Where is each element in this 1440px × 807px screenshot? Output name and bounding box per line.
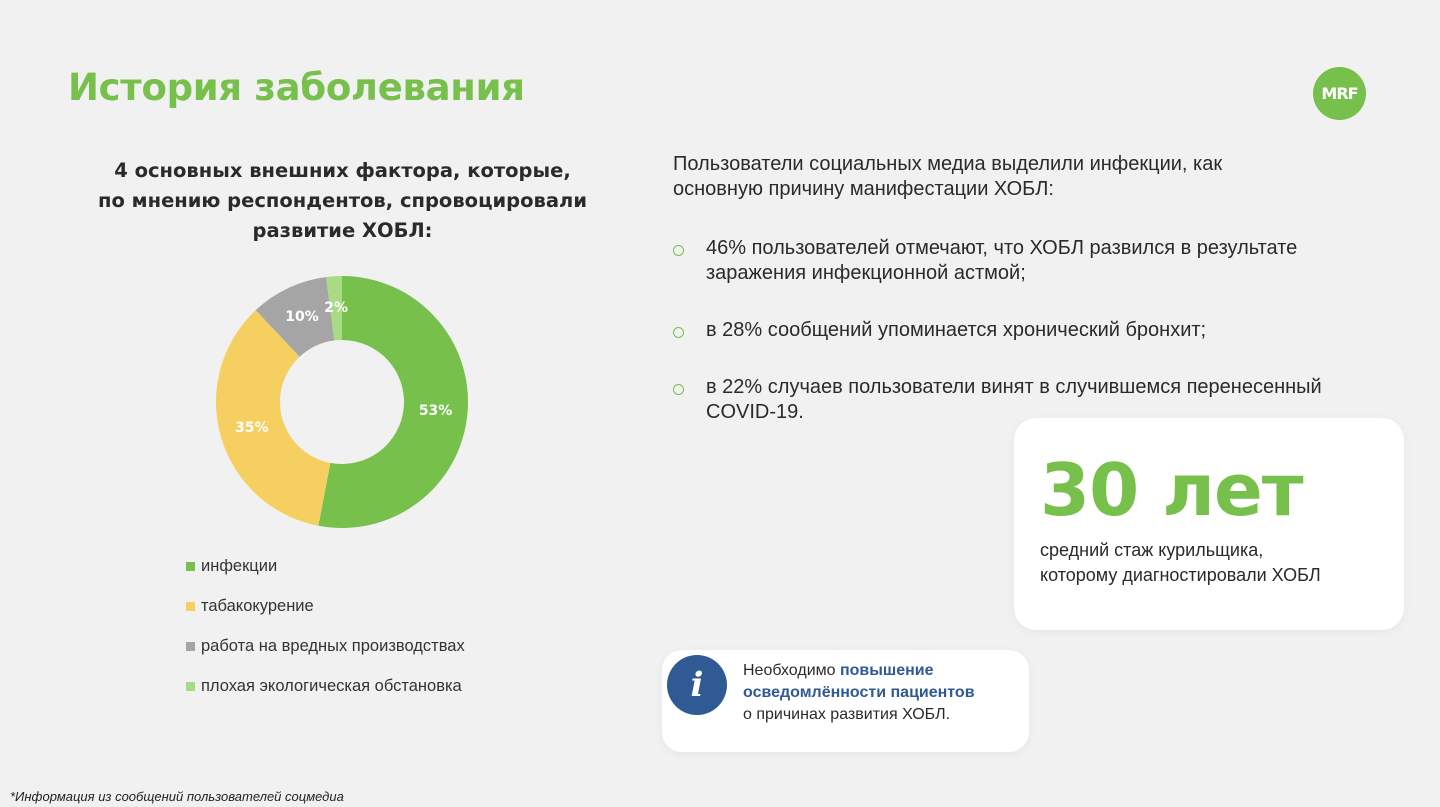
list-item: в 22% случаев пользователи винят в случи… — [673, 375, 1373, 425]
donut-label-smoking: 35% — [235, 420, 269, 436]
legend-swatch-smoking — [186, 601, 195, 611]
legend-swatch-hazardous-work — [186, 641, 195, 651]
circle-bullet-icon — [673, 327, 684, 338]
list-item: в 28% сообщений упоминается хронический … — [673, 318, 1373, 343]
stat-description-line-1: средний стаж курильщика, — [1040, 540, 1264, 560]
circle-bullet-icon — [673, 384, 684, 395]
chart-heading: 4 основных внешних фактора, которые, по … — [95, 156, 590, 246]
page-title: История заболевания — [68, 66, 525, 109]
legend-swatch-infections — [186, 561, 195, 571]
bullet-text: в 28% сообщений упоминается хронический … — [706, 319, 1207, 341]
donut-slice-ecology — [326, 276, 342, 341]
stat-value: 30 лет — [1040, 448, 1304, 532]
legend-label-smoking: табакокурение — [201, 596, 314, 615]
smoking-stat-card: 30 лет средний стаж курильщика, которому… — [1014, 418, 1404, 630]
donut-label-ecology: 2% — [324, 300, 348, 316]
list-item: 46% пользователей отмечают, что ХОБЛ раз… — [673, 236, 1373, 286]
stat-description-line-2: которому диагностировали ХОБЛ — [1040, 565, 1321, 585]
donut-label-infections: 53% — [419, 403, 453, 419]
info-text-lead: Необходимо — [743, 662, 840, 679]
donut-slice-hazardous-work — [255, 276, 335, 357]
circle-bullet-icon — [673, 245, 684, 256]
legend-item-ecology: плохая экологическая обстановка — [186, 676, 465, 696]
info-icon: i — [667, 655, 727, 715]
chart-heading-line-1: 4 основных внешних фактора, которые, — [114, 159, 571, 182]
info-text-tail: о причинах развития ХОБЛ. — [743, 706, 951, 723]
info-callout-text: Необходимо повышение осведомлённости пац… — [743, 660, 1023, 726]
chart-heading-line-2: по мнению респондентов, спровоцировали — [98, 189, 587, 212]
donut-chart: 53% 35% 10% 2% — [216, 276, 468, 528]
stat-description: средний стаж курильщика, которому диагно… — [1040, 538, 1390, 588]
chart-heading-line-3: развитие ХОБЛ: — [252, 219, 433, 242]
donut-slice-infections — [318, 276, 468, 528]
legend-label-ecology: плохая экологическая обстановка — [201, 676, 462, 695]
mrf-logo: MRF — [1313, 67, 1366, 120]
social-media-intro: Пользователи социальных медиа выделили и… — [673, 153, 1223, 200]
legend-label-hazardous-work: работа на вредных производствах — [201, 636, 465, 655]
bullet-text: 46% пользователей отмечают, что ХОБЛ раз… — [706, 237, 1298, 284]
footnote: *Информация из сообщений пользователей с… — [10, 789, 344, 804]
legend-item-smoking: табакокурение — [186, 596, 465, 616]
findings-list: 46% пользователей отмечают, что ХОБЛ раз… — [673, 236, 1373, 457]
legend-item-hazardous-work: работа на вредных производствах — [186, 636, 465, 656]
legend-swatch-ecology — [186, 681, 195, 691]
info-text-highlight: повышение осведомлённости пациентов — [743, 662, 975, 701]
bullet-text: в 22% случаев пользователи винят в случи… — [706, 376, 1322, 423]
legend-item-infections: инфекции — [186, 556, 465, 576]
chart-legend: инфекции табакокурение работа на вредных… — [186, 556, 465, 716]
info-callout: i Необходимо повышение осведомлённости п… — [662, 650, 1029, 752]
donut-label-hazardous-work: 10% — [285, 309, 319, 325]
legend-label-infections: инфекции — [201, 556, 278, 575]
donut-slice-smoking — [216, 310, 331, 526]
